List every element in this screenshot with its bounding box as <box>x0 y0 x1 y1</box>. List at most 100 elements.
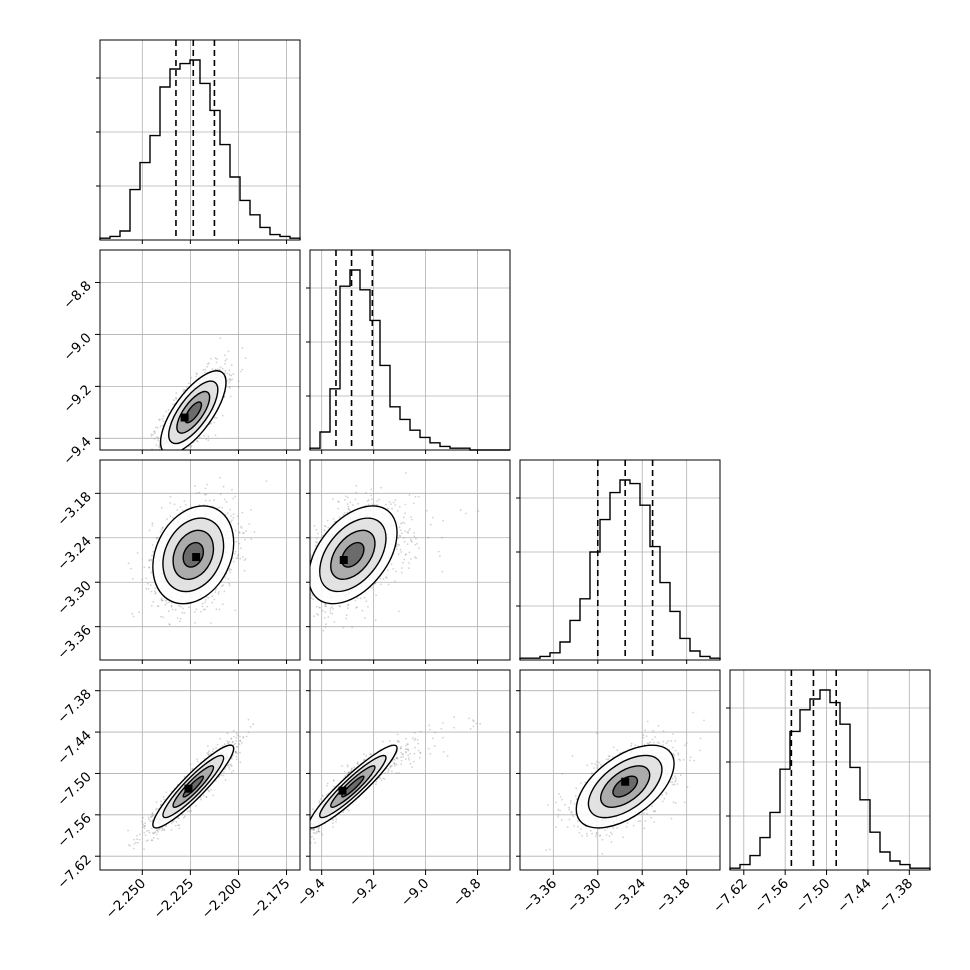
sample-point <box>160 803 162 806</box>
sample-point <box>126 465 128 467</box>
sample-point <box>400 567 403 569</box>
sample-point <box>223 498 226 501</box>
sample-point <box>333 620 336 623</box>
sample-point <box>429 523 432 526</box>
sample-point <box>405 553 407 555</box>
sample-point <box>235 557 238 560</box>
sample-point <box>323 529 326 532</box>
sample-point <box>367 606 369 608</box>
sample-point <box>305 604 307 606</box>
sample-point <box>324 617 326 619</box>
sample-point <box>217 368 219 370</box>
sample-point <box>157 837 159 840</box>
sample-point <box>154 592 157 595</box>
sample-point <box>240 527 243 529</box>
sample-point <box>465 512 467 515</box>
sample-point <box>160 506 163 509</box>
sample-point <box>175 392 178 395</box>
sample-point <box>306 632 308 634</box>
sample-point <box>185 386 188 389</box>
sample-point <box>442 519 444 522</box>
sample-point <box>133 838 136 841</box>
sample-point <box>179 620 181 623</box>
sample-point <box>331 606 333 608</box>
sample-point <box>403 522 406 524</box>
sample-point <box>402 516 405 519</box>
sample-point <box>410 558 412 560</box>
sample-point <box>195 805 198 807</box>
sample-point <box>173 399 175 402</box>
sample-point <box>401 571 403 574</box>
sample-point <box>406 543 409 546</box>
sample-point <box>221 414 224 417</box>
sample-point <box>303 580 305 582</box>
sample-point <box>208 499 211 502</box>
sample-point <box>232 513 235 515</box>
sample-point <box>226 732 229 735</box>
sample-point <box>138 838 141 841</box>
sample-point <box>179 605 182 608</box>
sample-point <box>172 820 175 823</box>
sample-point <box>207 751 210 754</box>
sample-point <box>162 420 165 423</box>
sample-point <box>181 611 184 614</box>
sample-point <box>303 610 305 612</box>
sample-point <box>230 374 233 377</box>
sample-point <box>150 571 153 574</box>
sample-point <box>387 507 389 510</box>
sample-point <box>342 626 345 629</box>
sample-point <box>347 604 350 606</box>
sample-point <box>141 820 144 823</box>
sample-point <box>204 608 207 611</box>
sample-point <box>194 622 196 624</box>
sample-point <box>204 499 207 502</box>
sample-point <box>152 832 155 835</box>
sample-point <box>179 457 181 459</box>
sample-point <box>172 403 175 406</box>
sample-point <box>144 834 147 836</box>
sample-point <box>149 454 151 456</box>
sample-point <box>168 623 171 626</box>
sample-point <box>153 437 156 440</box>
sample-point <box>204 599 207 601</box>
sample-point <box>376 500 379 502</box>
sample-point <box>398 526 401 529</box>
sample-point <box>162 415 165 417</box>
sample-point <box>232 517 235 519</box>
sample-point <box>164 452 166 454</box>
sample-point <box>232 769 235 772</box>
sample-point <box>411 518 413 521</box>
sample-point <box>196 440 199 443</box>
sample-point <box>304 597 306 599</box>
sample-point <box>427 536 430 539</box>
sample-point <box>231 519 234 521</box>
sample-point <box>311 594 314 597</box>
panel-frame <box>99 459 301 661</box>
sample-point <box>145 587 148 590</box>
sample-point <box>151 524 154 527</box>
sample-point <box>188 810 191 812</box>
sample-point <box>221 506 224 509</box>
sample-point <box>167 495 169 497</box>
sample-point <box>234 751 237 754</box>
sample-point <box>161 424 164 427</box>
sample-point <box>390 503 392 505</box>
sample-point <box>224 354 226 357</box>
sample-point <box>208 754 210 756</box>
sample-point <box>175 453 177 455</box>
sample-point <box>156 426 159 429</box>
sample-point <box>150 839 153 842</box>
sample-point <box>157 439 160 442</box>
sample-point <box>151 554 153 557</box>
sample-point <box>409 527 411 530</box>
sample-point <box>408 562 410 564</box>
sample-point <box>206 365 209 368</box>
sample-point <box>195 608 198 611</box>
sample-point <box>218 506 221 509</box>
sample-point <box>357 502 360 505</box>
sample-point <box>345 614 348 616</box>
sample-point <box>154 453 156 455</box>
sample-point <box>154 831 157 833</box>
sample-point <box>345 617 348 620</box>
